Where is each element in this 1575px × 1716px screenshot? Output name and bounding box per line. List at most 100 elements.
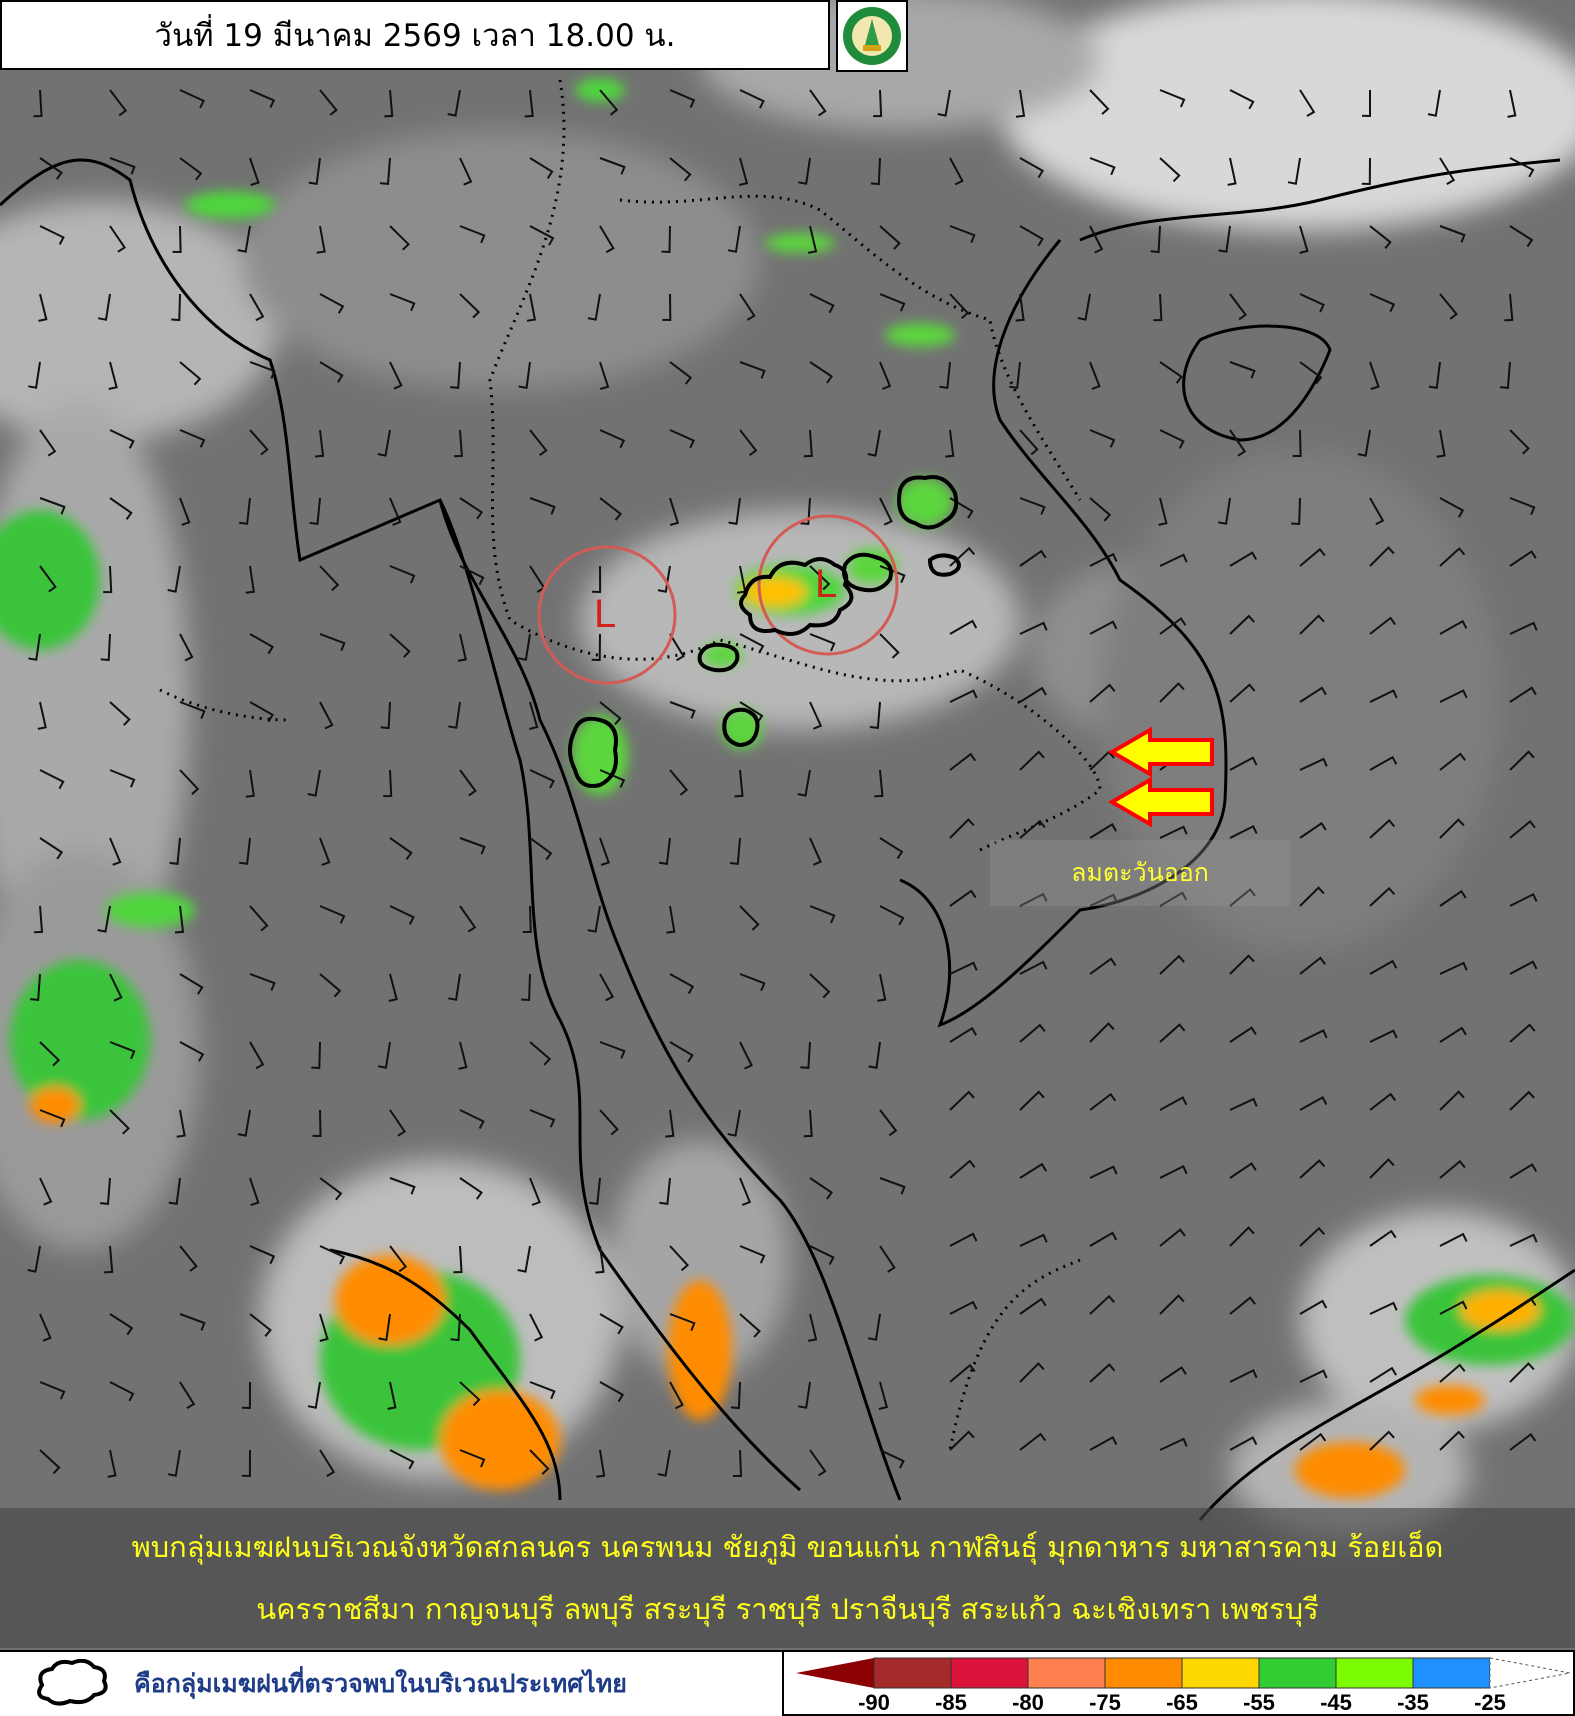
- wind-barb: [809, 837, 822, 866]
- wind-barb: [1509, 1297, 1537, 1315]
- wind-barb: [179, 1245, 198, 1272]
- wind-barb: [599, 837, 610, 866]
- wind-barb: [599, 429, 626, 449]
- wind-barb: [1369, 1229, 1397, 1247]
- wind-barb: [657, 565, 671, 593]
- wind-barb: [669, 89, 696, 108]
- wind-barb: [730, 1381, 741, 1410]
- colorbar-tick: -85: [935, 1690, 967, 1715]
- colorbar-tick: -35: [1397, 1690, 1429, 1715]
- wind-barb: [1159, 682, 1185, 703]
- wind-barb: [103, 565, 113, 594]
- wind-barb: [526, 293, 537, 322]
- wind-barb: [1428, 361, 1441, 389]
- wind-barb: [949, 818, 975, 839]
- wind-barb: [599, 157, 626, 175]
- wind-barb: [249, 701, 274, 723]
- wind-barb: [599, 1109, 619, 1136]
- wind-barb: [389, 905, 415, 925]
- wind-barb: [109, 973, 123, 1002]
- wind-barb: [1019, 1162, 1047, 1179]
- wind-barb: [1229, 756, 1258, 771]
- wind-barb: [314, 429, 325, 458]
- wind-barb: [1089, 225, 1104, 254]
- wind-barb: [524, 89, 534, 118]
- wind-barb: [669, 1245, 690, 1272]
- wind-barb: [1015, 89, 1026, 118]
- wind-barb: [1439, 1026, 1467, 1043]
- wind-barb: [1229, 1026, 1257, 1043]
- low-pressure-label: L: [594, 592, 617, 636]
- wind-barb: [937, 89, 951, 117]
- wind-barb: [1369, 361, 1380, 390]
- colorbar-tick: -25: [1474, 1690, 1506, 1715]
- wind-barb: [949, 1430, 975, 1451]
- wind-barb: [739, 89, 765, 109]
- colorbar-swatch: [1181, 1657, 1260, 1689]
- wind-barb: [1439, 157, 1456, 185]
- wind-barb: [661, 225, 671, 254]
- wind-barb: [384, 89, 394, 118]
- wind-barb: [669, 361, 693, 385]
- wind-barb: [239, 837, 251, 865]
- wind-barb: [249, 1041, 265, 1070]
- wind-barb: [1089, 957, 1117, 975]
- datetime-header: วันที่ 19 มีนาคม 2569 เวลา 18.00 น.: [0, 0, 830, 70]
- wind-barb: [167, 1449, 181, 1477]
- wind-barb: [383, 769, 393, 798]
- wind-barb: [1439, 889, 1467, 907]
- wind-barb: [1369, 818, 1396, 839]
- wind-barb: [949, 889, 977, 907]
- east-wind-arrow: [1108, 776, 1214, 828]
- wind-barb: [1439, 1430, 1465, 1451]
- wind-barb: [179, 429, 206, 448]
- wind-barb: [179, 361, 202, 386]
- wind-barb: [1089, 89, 1110, 115]
- wind-barb: [39, 1041, 61, 1067]
- wind-barb: [727, 1109, 741, 1137]
- wind-barb: [867, 429, 881, 457]
- wind-barb: [1439, 1090, 1465, 1111]
- wind-barb: [1509, 1163, 1538, 1179]
- wind-barb: [1019, 549, 1047, 567]
- wind-barb: [28, 633, 41, 661]
- wind-barb: [179, 497, 191, 526]
- wind-barb: [1159, 157, 1181, 183]
- rain-clusters: [0, 78, 1575, 1498]
- wind-barb: [1089, 893, 1118, 907]
- wind-barb: [1509, 429, 1530, 455]
- wind-barb: [529, 497, 556, 515]
- wind-barb: [237, 1109, 251, 1137]
- wind-barb: [245, 565, 255, 594]
- wind-barb: [658, 837, 671, 865]
- wind-barb: [879, 905, 905, 926]
- wind-barb: [1369, 1301, 1398, 1315]
- wind-barb: [587, 293, 601, 321]
- wind-barb: [319, 837, 331, 866]
- wind-barb: [171, 293, 181, 322]
- wind-barb: [319, 293, 345, 314]
- wind-barb: [807, 225, 818, 254]
- tmd-logo: [836, 0, 908, 72]
- wind-barb: [1369, 546, 1395, 567]
- wind-barb: [1009, 361, 1021, 389]
- wind-barb: [448, 973, 461, 1001]
- wind-barb: [529, 1177, 541, 1206]
- wind-barb: [873, 89, 883, 118]
- wind-barb: [599, 973, 615, 1002]
- wind-barb: [809, 1449, 827, 1477]
- wind-barb: [599, 497, 623, 521]
- wind-barb: [1292, 429, 1302, 457]
- colorbar-tick: -80: [1012, 1690, 1044, 1715]
- wind-barb: [669, 633, 685, 662]
- wind-barb: [939, 361, 951, 390]
- wind-barb: [319, 565, 340, 591]
- wind-barb: [879, 1245, 896, 1273]
- wind-barb: [319, 1245, 346, 1265]
- wind-barb: [39, 157, 63, 180]
- wind-barb: [659, 1177, 671, 1206]
- wind-label-box: ลมตะวันออก: [990, 840, 1290, 906]
- wind-barb: [1509, 1090, 1535, 1111]
- wind-barb: [739, 1177, 752, 1206]
- wind-barb: [1019, 1362, 1045, 1383]
